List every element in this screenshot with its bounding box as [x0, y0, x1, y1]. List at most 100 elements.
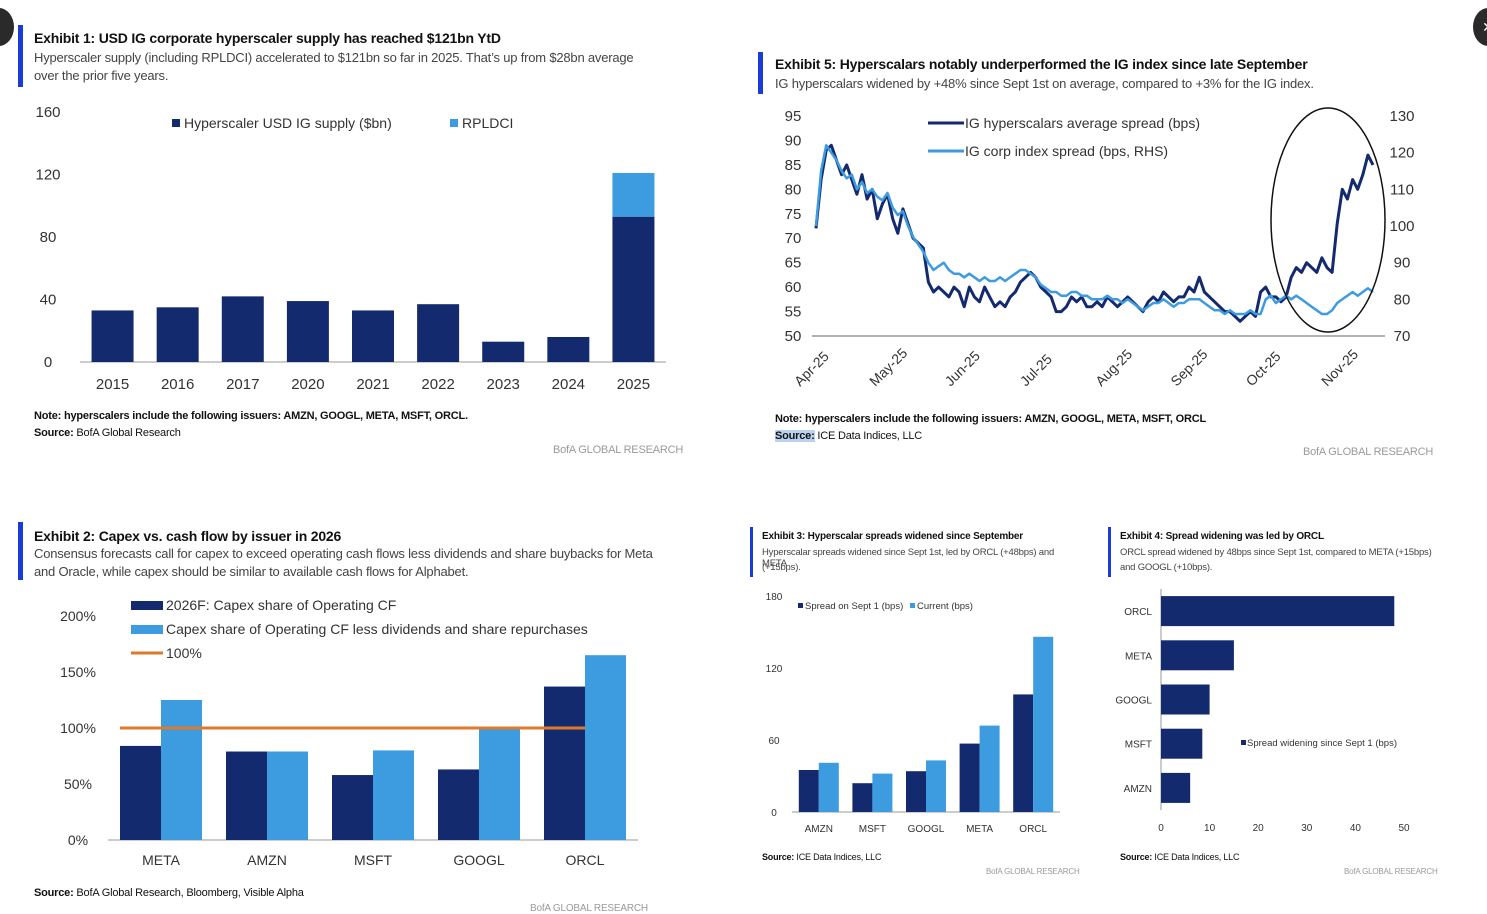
- x-tick-label: 30: [1301, 823, 1313, 834]
- exhibit3-source-label: Source:: [762, 852, 795, 862]
- bar-spread-current: [818, 762, 839, 812]
- y-right-tick-label: 80: [1394, 291, 1411, 308]
- y-right-tick-label: 120: [1389, 145, 1414, 162]
- bar-capex-ocf-less-div: [479, 728, 520, 840]
- bar-capex-ocf: [226, 751, 267, 840]
- x-tick-label: MSFT: [354, 852, 393, 868]
- exhibit1-source-text: BofA Global Research: [73, 427, 181, 439]
- y-tick-label: ORCL: [1124, 607, 1152, 618]
- y-tick-label: AMZN: [1124, 784, 1152, 795]
- y-right-tick-label: 100: [1389, 218, 1414, 235]
- legend-swatch-current: [910, 603, 915, 608]
- exhibit3-chart: 0 60 120 180 AMZN MSFT GOOGL META ORCL Spread on …: [766, 592, 1060, 835]
- y-right-tick-label: 110: [1390, 181, 1414, 198]
- x-tick-label: Jun-25: [941, 347, 983, 389]
- x-tick-label: 2015: [96, 376, 129, 393]
- legend-swatch-capex-ocf-less-div: [131, 625, 163, 634]
- y-right-tick-label: 90: [1394, 255, 1411, 272]
- y-left-tick-label: 90: [785, 132, 802, 149]
- bar-spread-sept1: [852, 783, 873, 812]
- x-tick-label: Sep-25: [1167, 346, 1210, 389]
- exhibit4-title: Exhibit 4: Spread widening was led by OR…: [1120, 531, 1324, 542]
- legend-swatch-sept1: [798, 603, 803, 608]
- legend-label-ig-index: IG corp index spread (bps, RHS): [965, 143, 1168, 159]
- y-tick-label: 100%: [60, 720, 96, 736]
- x-tick-label: AMZN: [805, 824, 833, 835]
- bar-spread-current: [1033, 636, 1054, 812]
- x-tick-label: Oct-25: [1243, 348, 1284, 389]
- bar-capex-ocf: [332, 775, 373, 840]
- y-tick-label: META: [1125, 651, 1152, 662]
- prev-page-button[interactable]: [0, 8, 14, 46]
- legend-label-sept1: Spread on Sept 1 (bps): [805, 601, 903, 612]
- legend-label-rpldci: RPLDCI: [462, 115, 513, 131]
- exhibit5-accent: [758, 52, 763, 94]
- y-tick-label: 60: [768, 736, 780, 747]
- exhibit2-panel: Exhibit 2: Capex vs. cash flow by issuer…: [18, 522, 718, 914]
- exhibit1-subtitle-line1: Hyperscaler supply (including RPLDCI) ac…: [34, 50, 634, 65]
- x-tick-label: ORCL: [1019, 824, 1047, 835]
- exhibit2-accent: [18, 522, 23, 580]
- exhibit4-bofa-logo: BofA GLOBAL RESEARCH: [1344, 867, 1438, 876]
- y-tick-label: 80: [40, 229, 57, 246]
- bar-spread-widening: [1161, 596, 1395, 627]
- exhibit3-title: Exhibit 3: Hyperscalar spreads widened s…: [762, 531, 1023, 542]
- bar-spread-current: [872, 773, 893, 812]
- bar-spread-sept1: [906, 771, 926, 812]
- bar-spread-widening: [1161, 728, 1203, 759]
- x-tick-label: May-25: [866, 345, 910, 389]
- legend-label-widening: Spread widening since Sept 1 (bps): [1247, 738, 1397, 749]
- x-tick-label: 40: [1350, 823, 1362, 834]
- bar-supply: [547, 337, 590, 362]
- y-left-tick-label: 60: [785, 279, 802, 296]
- exhibit3-subtitle-line2: (+15bps).: [762, 562, 801, 573]
- exhibit1-panel: Exhibit 1: USD IG corporate hyperscaler …: [18, 25, 718, 465]
- y-right-tick-label: 130: [1389, 108, 1414, 125]
- exhibit1-subtitle-line2: over the prior five years.: [34, 68, 169, 83]
- bar-spread-sept1: [1013, 694, 1034, 812]
- bar-spread-widening: [1161, 640, 1234, 671]
- x-tick-label: 2021: [356, 376, 389, 393]
- x-tick-label: Aug-25: [1092, 346, 1135, 389]
- y-left-tick-label: 50: [785, 328, 802, 345]
- y-tick-label: 0: [771, 808, 777, 819]
- exhibit1-title: Exhibit 1: USD IG corporate hyperscaler …: [34, 30, 501, 46]
- bar-capex-ocf-less-div: [373, 750, 414, 840]
- x-tick-label: Apr-25: [791, 348, 832, 389]
- bar-supply: [417, 304, 460, 362]
- y-tick-label: 50%: [64, 776, 92, 792]
- bar-capex-ocf-less-div: [161, 700, 202, 840]
- legend-swatch-widening: [1241, 740, 1246, 745]
- legend-swatch-supply: [172, 119, 180, 127]
- bar-spread-current: [926, 760, 946, 812]
- x-tick-label: 0: [1158, 823, 1164, 834]
- exhibit3-accent: [750, 527, 753, 577]
- exhibit1-accent: [18, 25, 23, 87]
- exhibit4-panel: Exhibit 4: Spread widening was led by OR…: [1108, 527, 1438, 914]
- legend-label-capex-ocf: 2026F: Capex share of Operating CF: [166, 597, 396, 613]
- exhibit5-title: Exhibit 5: Hyperscalars notably underper…: [775, 56, 1308, 72]
- exhibit3-source-text: ICE Data Indices, LLC: [794, 852, 882, 862]
- exhibit3-source: Source: ICE Data Indices, LLC: [762, 852, 881, 862]
- series-line-hyperscalers: [814, 143, 1375, 323]
- legend-label-capex-ocf-less-div: Capex share of Operating CF less dividen…: [166, 621, 588, 637]
- bar-supply: [91, 310, 134, 362]
- close-button[interactable]: ✕: [1473, 8, 1487, 46]
- bar-capex-ocf: [438, 769, 479, 840]
- exhibit4-chart: 0 10 20 30 40 50 ORCL META GOOGL MSFT AMZN Spread w…: [1115, 589, 1410, 834]
- y-tick-label: 0%: [68, 832, 88, 848]
- x-tick-label: ORCL: [566, 852, 605, 868]
- y-left-tick-label: 70: [785, 230, 802, 247]
- x-tick-label: 20: [1253, 823, 1265, 834]
- exhibit5-source-text: ICE Data Indices, LLC: [814, 430, 923, 442]
- y-tick-label: 160: [35, 104, 60, 121]
- y-left-tick-label: 95: [785, 108, 802, 125]
- y-left-tick-label: 85: [785, 157, 802, 174]
- y-tick-label: 120: [766, 664, 783, 675]
- exhibit2-bofa-logo: BofA GLOBAL RESEARCH: [530, 903, 648, 914]
- x-tick-label: 2020: [291, 376, 324, 393]
- bar-spread-widening: [1161, 772, 1191, 803]
- exhibit4-subtitle-line2: and GOOGL (+10bps).: [1120, 562, 1213, 573]
- x-tick-label: GOOGL: [908, 824, 945, 835]
- y-tick-label: 0: [44, 354, 52, 371]
